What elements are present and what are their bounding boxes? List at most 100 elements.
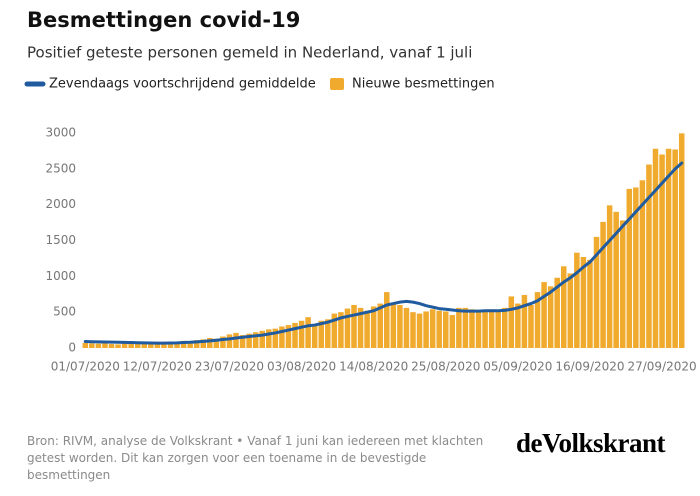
bar [639, 180, 646, 348]
bar [475, 312, 482, 348]
bar [646, 164, 652, 348]
bar [279, 326, 285, 348]
bar [633, 187, 639, 348]
bar [239, 335, 246, 348]
bar [338, 312, 344, 348]
bar [207, 337, 213, 348]
bar [318, 320, 324, 348]
bar [220, 336, 226, 348]
x-tick-label: 03/08/2020 [267, 360, 336, 374]
x-tick-label: 23/07/2020 [195, 360, 264, 374]
bar [325, 319, 331, 348]
bar [560, 266, 567, 348]
bar [252, 332, 259, 348]
source-note: Bron: RIVM, analyse de Volkskrant • Vana… [27, 434, 484, 482]
x-tick-label: 12/07/2020 [123, 360, 192, 374]
y-tick-label: 1500 [45, 233, 76, 247]
bar [285, 325, 292, 348]
bar [528, 305, 534, 348]
bar [364, 310, 370, 348]
bar [213, 338, 220, 348]
bar [672, 149, 678, 348]
bar [403, 307, 410, 348]
legend-label: Zevendaags voortschrijdend gemiddelde [49, 77, 316, 92]
bar [606, 205, 613, 348]
bar [574, 252, 580, 348]
bar [259, 330, 265, 348]
bar [416, 313, 423, 348]
bar [200, 339, 207, 348]
y-tick-label: 500 [53, 305, 76, 319]
x-tick-label: 14/08/2020 [339, 360, 408, 374]
bar [128, 343, 134, 348]
logo: deVolkskrant [516, 428, 666, 458]
bar [161, 342, 167, 348]
bar [167, 342, 174, 348]
y-tick-label: 0 [68, 341, 76, 355]
bar [456, 307, 462, 348]
bar [344, 308, 351, 348]
bar [488, 309, 495, 348]
bar [515, 303, 521, 348]
bar [390, 303, 397, 348]
bar [619, 220, 626, 348]
bar [226, 334, 233, 348]
bar [384, 292, 390, 348]
bar [678, 133, 685, 348]
bar [613, 211, 619, 348]
bar [298, 320, 305, 348]
bar [443, 311, 449, 348]
y-tick-label: 2500 [45, 161, 76, 175]
bar [292, 322, 298, 348]
bar [311, 324, 318, 348]
bar [665, 148, 672, 348]
bar [246, 333, 252, 348]
bar [449, 315, 456, 348]
bar [272, 328, 279, 348]
bar [495, 310, 501, 348]
bar [436, 310, 442, 348]
bar [174, 341, 180, 348]
bar [331, 313, 338, 348]
bar [148, 343, 154, 348]
bar [587, 259, 593, 348]
x-tick-label: 16/09/2020 [555, 360, 624, 374]
bar [567, 273, 574, 348]
bar [266, 329, 272, 348]
x-tick-label: 27/09/2020 [627, 360, 696, 374]
bar [508, 296, 515, 348]
y-tick-label: 2000 [45, 197, 76, 211]
bar [462, 307, 469, 348]
x-tick-label: 05/09/2020 [483, 360, 552, 374]
bar [134, 342, 141, 348]
bar [193, 340, 200, 348]
bar [351, 305, 357, 348]
bar [115, 344, 121, 348]
bar [469, 309, 475, 348]
bar [659, 154, 665, 348]
legend-swatch [330, 78, 344, 90]
bar [541, 282, 547, 348]
bar [593, 236, 600, 348]
bar [397, 305, 403, 348]
bar [482, 310, 488, 348]
bar [305, 317, 311, 348]
bar [187, 341, 193, 348]
bar [554, 277, 560, 348]
bar [410, 312, 416, 348]
bar [423, 311, 429, 348]
bar [502, 307, 508, 348]
bar [600, 221, 606, 348]
bar [626, 188, 633, 348]
y-tick-label: 1000 [45, 269, 76, 283]
bar [141, 343, 148, 348]
bar [370, 306, 377, 348]
line [83, 161, 684, 345]
bar [377, 303, 383, 348]
bar [521, 294, 528, 348]
bar [89, 343, 95, 348]
bar [429, 309, 436, 348]
bar [580, 256, 587, 348]
bar [82, 342, 89, 348]
